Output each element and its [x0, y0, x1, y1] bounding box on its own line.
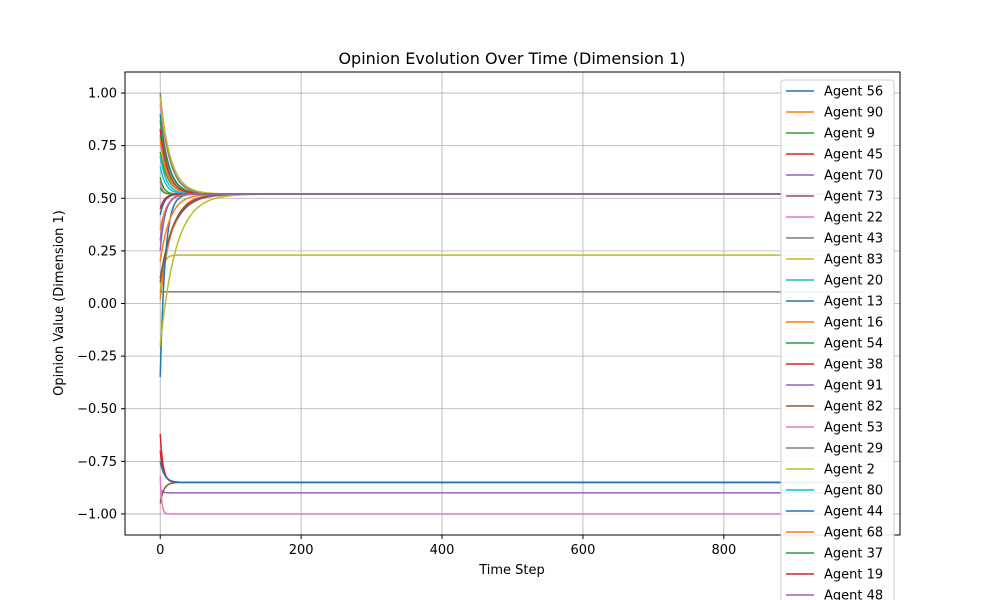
- series-line-agent-70: [159, 193, 865, 241]
- y-tick-label: 1.00: [88, 87, 117, 102]
- legend-label-agent-38: Agent 38: [824, 358, 883, 373]
- series-line-agent-29: [159, 290, 865, 293]
- axis-ticks: 0 200 400 600 800 1.00 0.75 0.50 0.25 0.00 −0.25 −0…: [77, 87, 736, 558]
- legend-label-agent-70: Agent 70: [824, 169, 883, 184]
- legend-label-agent-44: Agent 44: [824, 505, 883, 520]
- legend-label-agent-90: Agent 90: [824, 106, 883, 121]
- x-tick-label: 400: [430, 543, 455, 558]
- series-line-agent-73: [159, 193, 865, 283]
- series-line-agent-22: [159, 103, 865, 195]
- y-tick-label: 0.25: [88, 244, 117, 259]
- series-line-agent-68: [159, 193, 865, 230]
- x-axis-label: Time Step: [478, 563, 545, 578]
- series-line-agent-9: [159, 120, 865, 195]
- legend-label-agent-2: Agent 2: [824, 463, 875, 478]
- legend-label-agent-48: Agent 48: [824, 589, 883, 600]
- series-line-agent-37: [159, 187, 865, 195]
- series-line-extra: [159, 181, 865, 195]
- legend-label-agent-54: Agent 54: [824, 337, 883, 352]
- legend-label-agent-82: Agent 82: [824, 400, 883, 415]
- legend-box: [780, 79, 895, 600]
- series-line-extra: [159, 114, 865, 195]
- series-line-extra: [159, 450, 865, 484]
- legend-label-agent-68: Agent 68: [824, 526, 883, 541]
- legend-label-agent-13: Agent 13: [824, 295, 883, 310]
- legend-label-agent-73: Agent 73: [824, 190, 883, 205]
- legend-label-agent-22: Agent 22: [824, 211, 883, 226]
- y-tick-label: 0.75: [88, 139, 117, 154]
- series-line-agent-45: [159, 128, 865, 195]
- chart-title: Opinion Evolution Over Time (Dimension 1…: [338, 49, 685, 68]
- y-tick-label: −0.50: [77, 402, 117, 417]
- y-tick-label: 0.50: [88, 192, 117, 207]
- y-tick-label: −1.00: [77, 507, 117, 522]
- legend-label-agent-45: Agent 45: [824, 148, 883, 163]
- series-line-agent-48: [159, 193, 865, 251]
- y-tick-label: 0.00: [88, 297, 117, 312]
- series-line-agent-80: [159, 166, 865, 195]
- series-line-extra: [159, 193, 865, 279]
- x-tick-label: 800: [711, 543, 736, 558]
- series-line-agent-16: [159, 193, 865, 262]
- x-tick-label: 0: [156, 543, 164, 558]
- legend-label-agent-20: Agent 20: [824, 274, 883, 289]
- series-line-agent-38: [159, 433, 865, 484]
- series-line-agent-20: [159, 156, 865, 195]
- legend-label-agent-29: Agent 29: [824, 442, 883, 457]
- series-line-agent-54: [159, 177, 865, 195]
- legend-label-agent-9: Agent 9: [824, 127, 875, 142]
- legend-label-agent-80: Agent 80: [824, 484, 883, 499]
- series-line-extra: [159, 151, 865, 195]
- legend-label-agent-19: Agent 19: [824, 568, 883, 583]
- y-axis-label: Opinion Value (Dimension 1): [52, 210, 67, 396]
- series-line-agent-43: [159, 92, 865, 195]
- series-line-agent-19: [159, 193, 865, 210]
- y-tick-label: −0.75: [77, 455, 117, 470]
- series-line-extra: [159, 254, 865, 294]
- x-tick-label: 600: [571, 543, 596, 558]
- y-tick-label: −0.25: [77, 350, 117, 365]
- x-tick-label: 200: [289, 543, 314, 558]
- series-line-extra: [159, 135, 865, 195]
- series-line-agent-56: [159, 193, 865, 216]
- legend-label-agent-91: Agent 91: [824, 379, 883, 394]
- series-line-agent-91: [159, 488, 865, 494]
- series-line-agent-44: [159, 461, 865, 484]
- legend-label-agent-56: Agent 56: [824, 85, 883, 100]
- series-line-agent-53: [159, 476, 865, 515]
- legend-label-agent-16: Agent 16: [824, 316, 883, 331]
- legend-label-agent-53: Agent 53: [824, 421, 883, 436]
- legend-label-agent-43: Agent 43: [824, 232, 883, 247]
- legend-label-agent-83: Agent 83: [824, 253, 883, 268]
- series-line-agent-90: [159, 139, 865, 195]
- series-line-agent-13: [159, 193, 865, 378]
- series-line-agent-2: [159, 193, 865, 346]
- series-line-extra: [159, 193, 865, 300]
- legend-label-agent-37: Agent 37: [824, 547, 883, 562]
- legend: Agent 56 Agent 90 Agent 9 Agent 45 Agent 70 A…: [780, 79, 895, 600]
- series-lines: [159, 92, 865, 515]
